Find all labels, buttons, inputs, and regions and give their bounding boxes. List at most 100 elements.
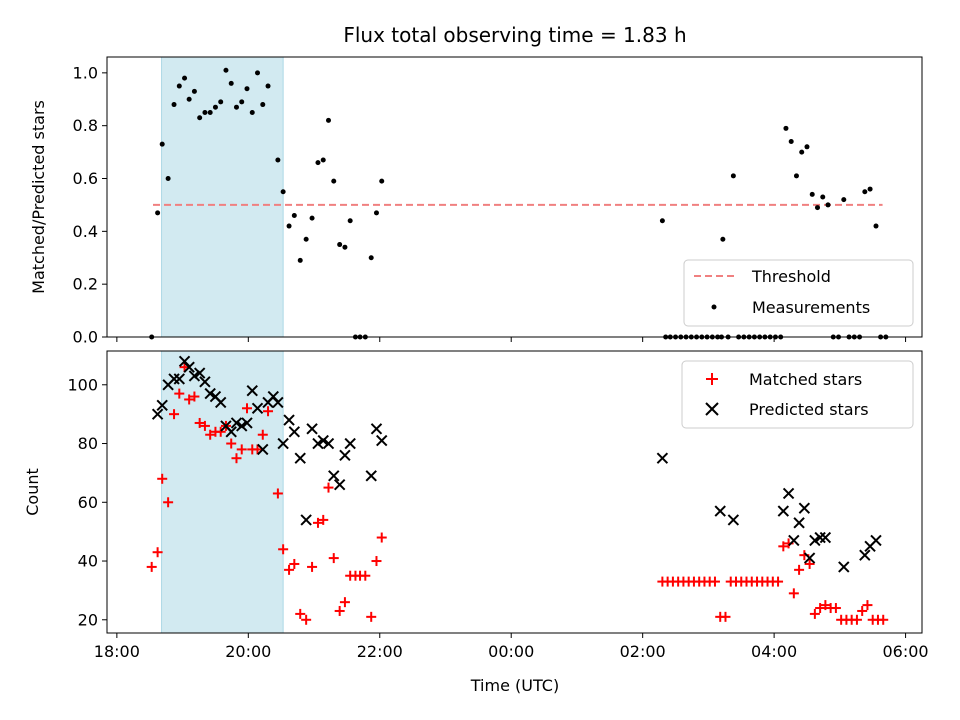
measurement-point: [368, 255, 374, 261]
predicted-star-point: [370, 423, 383, 435]
matched-star-point: [205, 429, 216, 440]
count-panel: 20 40 60 80 100 18:00 20:00 22:00 00:00 02:00 04:…: [23, 350, 929, 661]
matched-star-point: [878, 614, 889, 625]
predicted-star-point: [344, 437, 356, 450]
measurement-point: [228, 80, 234, 86]
matched-star-point: [284, 564, 295, 575]
x-tick-label: 18:00: [94, 642, 140, 661]
matched-star-point: [820, 600, 831, 611]
measurement-point: [347, 218, 353, 224]
matched-star-point: [169, 409, 180, 420]
matched-star-point: [334, 605, 345, 616]
measurement-point: [155, 210, 161, 216]
matched-star-point: [189, 391, 200, 402]
matched-star-point: [174, 388, 185, 399]
matched-star-point: [778, 541, 789, 552]
measurement-point: [373, 210, 379, 216]
measurement-point: [379, 178, 385, 184]
measurement-point: [788, 139, 794, 145]
measurement-point: [291, 212, 297, 218]
predicted-star-point: [798, 502, 811, 514]
ratio-panel: 0.0 0.2 0.4 0.6 0.8 1.0 Matched/Predicted sta…: [29, 56, 923, 347]
y-tick-label: 40: [78, 552, 98, 571]
measurement-point: [286, 223, 292, 229]
x-tick-label: 02:00: [620, 642, 666, 661]
matched-legend-label: Matched stars: [749, 370, 862, 389]
matched-star-point: [371, 556, 382, 567]
predicted-star-point: [251, 402, 264, 414]
measurements-legend-label: Measurements: [752, 298, 870, 317]
matched-star-point: [295, 608, 306, 619]
matched-star-point: [152, 547, 163, 558]
y-tick-label: 0.6: [73, 169, 98, 188]
measurement-point: [814, 205, 820, 211]
ratio-legend: Threshold Measurements: [683, 259, 914, 327]
matched-star-point: [289, 558, 300, 569]
predicted-star-point: [838, 561, 850, 573]
matched-star-point: [794, 564, 805, 575]
y-tick-label: 0.0: [73, 328, 98, 347]
measurement-point: [867, 186, 873, 192]
measurement-point: [255, 70, 261, 76]
measurement-point: [820, 194, 826, 200]
measurement-point: [730, 173, 736, 179]
measurement-point: [244, 86, 250, 92]
predicted-star-point: [317, 434, 329, 447]
measurement-point: [342, 244, 348, 250]
measurement-point: [783, 125, 789, 131]
y-tick-label: 100: [67, 375, 98, 394]
x-tick-label: 20:00: [225, 642, 271, 661]
measurement-point: [331, 178, 337, 184]
predicted-star-point: [656, 452, 669, 464]
measurement-point: [809, 191, 815, 197]
measurement-point: [182, 75, 188, 81]
measurement-point: [320, 157, 326, 163]
predicted-star-point: [214, 396, 227, 409]
matched-star-point: [815, 603, 826, 614]
matched-star-point: [720, 611, 731, 622]
matched-star-point: [184, 394, 195, 405]
matched-star-point: [215, 426, 226, 437]
predicted-star-point: [819, 531, 832, 544]
matched-star-point: [199, 420, 210, 431]
y-tick-label: 20: [78, 610, 98, 629]
matched-star-point: [278, 544, 289, 555]
predicted-star-point: [246, 384, 258, 397]
measurement-point: [171, 102, 177, 108]
matched-star-point: [226, 438, 237, 449]
x-tick-label: 04:00: [751, 642, 797, 661]
matched-star-point: [323, 482, 334, 493]
measurement-point: [233, 104, 239, 110]
predicted-star-point: [156, 399, 168, 412]
predicted-star-point: [188, 370, 201, 382]
predicted-star-point: [199, 376, 211, 388]
matched-star-point: [366, 611, 377, 622]
y-tick-label: 0.4: [73, 222, 98, 241]
measurement-point: [159, 141, 165, 147]
predicted-star-point: [365, 470, 377, 482]
predicted-star-point: [283, 414, 295, 426]
predicted-star-point: [236, 420, 248, 432]
predicted-star-point: [300, 514, 312, 526]
count-y-axis-label: Count: [23, 468, 42, 516]
predicted-star-point: [306, 423, 318, 435]
matched-star-point: [376, 532, 387, 543]
count-legend: Matched stars Predicted stars: [681, 360, 914, 429]
measurement-point: [260, 102, 266, 108]
predicted-star-point: [870, 534, 882, 547]
predicted-star-point: [257, 443, 269, 456]
measurement-point: [309, 215, 315, 221]
measurement-point: [186, 96, 192, 102]
y-tick-label: 1.0: [73, 63, 98, 82]
matched-star-point: [236, 444, 247, 455]
y-tick-label: 0.8: [73, 116, 98, 135]
measurement-point: [804, 144, 810, 150]
matched-star-point: [163, 497, 174, 508]
predicted-legend-swatch: [705, 402, 719, 416]
predicted-star-point: [173, 373, 186, 385]
matched-star-point: [339, 597, 350, 608]
matched-star-point: [773, 576, 784, 587]
predicted-star-point: [230, 417, 243, 429]
measurement-point: [862, 189, 868, 195]
